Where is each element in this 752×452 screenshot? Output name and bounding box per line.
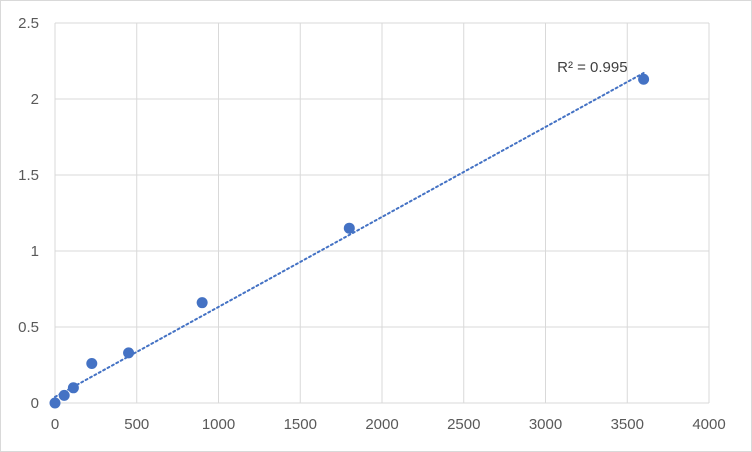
data-point xyxy=(49,397,61,409)
x-tick-label: 4000 xyxy=(692,416,725,433)
x-tick-label: 500 xyxy=(124,416,149,433)
x-tick-label: 0 xyxy=(51,416,59,433)
data-point xyxy=(86,357,98,369)
x-tick-label: 3000 xyxy=(529,416,562,433)
x-tick-label: 2000 xyxy=(365,416,398,433)
y-tick-label: 2.5 xyxy=(18,15,39,32)
y-axis-ticks: 0 0.5 1 1.5 2 2.5 xyxy=(18,15,39,412)
trendline xyxy=(54,71,645,398)
x-axis-ticks: 0 500 1000 1500 2000 2500 3000 3500 4000 xyxy=(51,416,726,433)
r-squared-label: R² = 0.995 xyxy=(557,59,627,76)
x-tick-label: 3500 xyxy=(611,416,644,433)
x-tick-label: 1500 xyxy=(284,416,317,433)
data-point xyxy=(58,389,70,401)
x-tick-label: 1000 xyxy=(202,416,235,433)
x-tick-label: 2500 xyxy=(447,416,480,433)
gridlines xyxy=(54,22,710,404)
data-point xyxy=(67,382,79,394)
trendline-line xyxy=(54,71,645,398)
y-tick-label: 0 xyxy=(31,395,39,412)
y-tick-label: 1 xyxy=(31,243,39,260)
data-point xyxy=(638,73,650,85)
y-tick-label: 1.5 xyxy=(18,167,39,184)
data-point xyxy=(123,347,135,359)
data-point xyxy=(343,222,355,234)
y-tick-label: 0.5 xyxy=(18,319,39,336)
data-points xyxy=(49,73,650,409)
y-tick-label: 2 xyxy=(31,91,39,108)
data-point xyxy=(196,297,208,309)
